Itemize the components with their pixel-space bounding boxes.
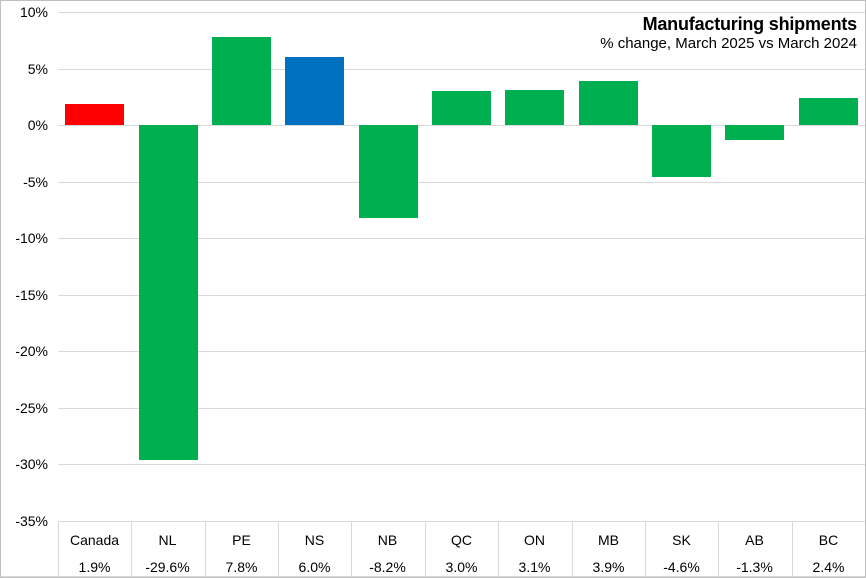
bar-mb bbox=[579, 81, 638, 125]
gridline bbox=[58, 521, 865, 522]
category-label-on: ON bbox=[524, 532, 545, 548]
bar-ns bbox=[285, 57, 344, 125]
y-axis-tick-label: 10% bbox=[19, 4, 48, 20]
table-bottom-border bbox=[1, 576, 865, 577]
y-axis-tick-label: -15% bbox=[15, 287, 48, 303]
table-divider bbox=[572, 521, 573, 576]
category-label-qc: QC bbox=[451, 532, 472, 548]
value-label-mb: 3.9% bbox=[592, 559, 625, 575]
table-divider bbox=[425, 521, 426, 576]
value-label-pe: 7.8% bbox=[225, 559, 258, 575]
gridline bbox=[58, 351, 865, 352]
y-axis-tick-label: -10% bbox=[15, 230, 48, 246]
table-divider bbox=[58, 521, 59, 576]
value-label-nl: -29.6% bbox=[145, 559, 190, 575]
category-label-mb: MB bbox=[598, 532, 619, 548]
value-label-ns: 6.0% bbox=[298, 559, 331, 575]
bar-bc bbox=[799, 98, 858, 125]
gridline bbox=[58, 125, 865, 126]
gridline bbox=[58, 182, 865, 183]
table-divider bbox=[645, 521, 646, 576]
value-label-canada: 1.9% bbox=[78, 559, 111, 575]
bar-qc bbox=[432, 91, 491, 125]
bar-on bbox=[505, 90, 564, 125]
value-label-sk: -4.6% bbox=[663, 559, 700, 575]
bar-canada bbox=[65, 104, 124, 125]
category-label-ns: NS bbox=[304, 532, 325, 548]
gridline bbox=[58, 238, 865, 239]
value-label-on: 3.1% bbox=[518, 559, 551, 575]
gridline bbox=[58, 408, 865, 409]
category-label-nb: NB bbox=[377, 532, 398, 548]
category-label-ab: AB bbox=[745, 532, 764, 548]
value-label-ab: -1.3% bbox=[736, 559, 773, 575]
value-label-nb: -8.2% bbox=[369, 559, 406, 575]
bar-nb bbox=[359, 125, 418, 218]
y-axis-tick-label: 0% bbox=[27, 117, 48, 133]
bar-pe bbox=[212, 37, 271, 125]
bar-ab bbox=[725, 125, 784, 140]
y-axis-tick-label: -5% bbox=[23, 174, 48, 190]
y-axis-tick-label: -35% bbox=[15, 513, 48, 529]
chart-subtitle: % change, March 2025 vs March 2024 bbox=[600, 34, 857, 52]
category-label-canada: Canada bbox=[69, 532, 120, 548]
category-label-nl: NL bbox=[158, 532, 177, 548]
table-divider bbox=[351, 521, 352, 576]
y-axis-tick-label: -25% bbox=[15, 400, 48, 416]
bar-sk bbox=[652, 125, 711, 177]
y-axis-tick-label: -20% bbox=[15, 343, 48, 359]
value-label-qc: 3.0% bbox=[445, 559, 478, 575]
y-axis-tick-label: 5% bbox=[27, 61, 48, 77]
bar-nl bbox=[139, 125, 198, 460]
table-divider bbox=[498, 521, 499, 576]
table-divider bbox=[205, 521, 206, 576]
gridline bbox=[58, 69, 865, 70]
category-label-bc: BC bbox=[818, 532, 839, 548]
table-divider bbox=[278, 521, 279, 576]
table-divider bbox=[792, 521, 793, 576]
gridline bbox=[58, 464, 865, 465]
table-divider bbox=[131, 521, 132, 576]
table-divider bbox=[718, 521, 719, 576]
gridline bbox=[58, 12, 865, 13]
y-axis-tick-label: -30% bbox=[15, 456, 48, 472]
chart-title-block: Manufacturing shipments % change, March … bbox=[600, 14, 857, 53]
category-label-sk: SK bbox=[672, 532, 691, 548]
category-label-pe: PE bbox=[232, 532, 251, 548]
gridline bbox=[58, 295, 865, 296]
chart-title: Manufacturing shipments bbox=[642, 14, 858, 34]
value-label-bc: 2.4% bbox=[812, 559, 845, 575]
